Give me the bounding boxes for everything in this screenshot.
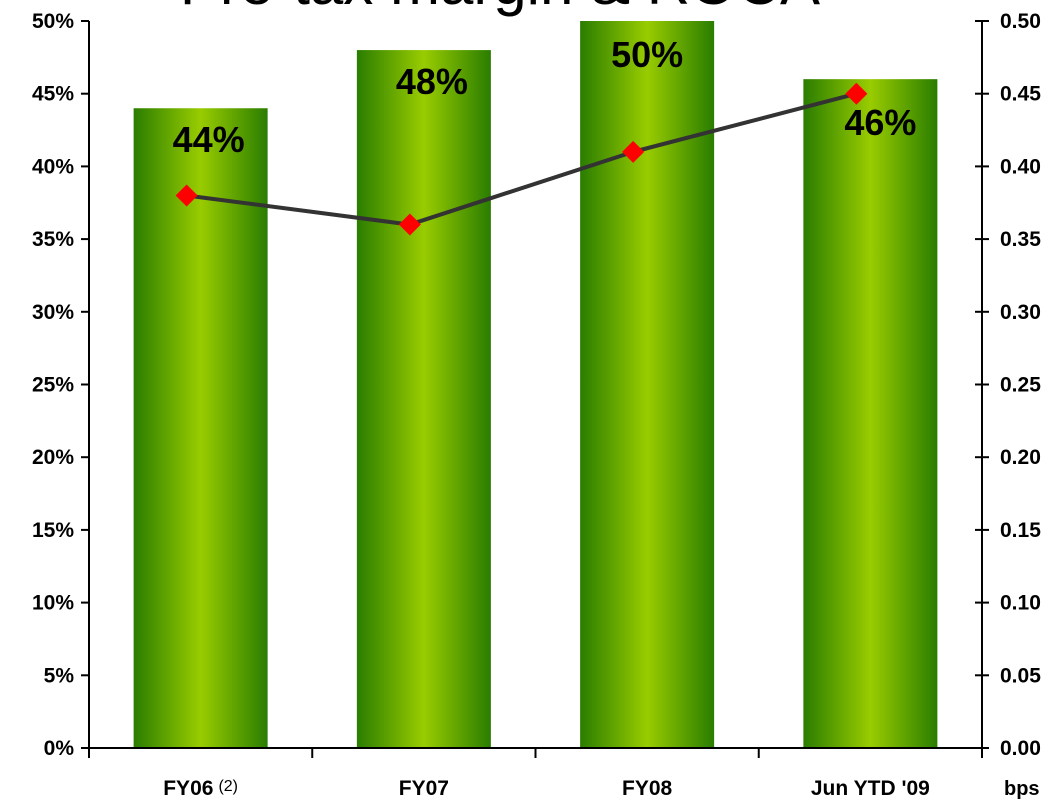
left-tick-label: 20% — [32, 446, 74, 469]
category-label-text: FY08 — [622, 777, 673, 800]
left-tick-label: 50% — [32, 10, 74, 33]
right-tick-label: 0.00 — [1000, 737, 1041, 760]
left-tick-label: 5% — [44, 664, 75, 687]
right-tick-label: 0.45 — [1000, 83, 1041, 106]
left-tick-label: 10% — [32, 592, 74, 615]
right-tick-label: 0.30 — [1000, 301, 1041, 324]
left-tick-label: 25% — [32, 374, 74, 397]
chart-title: Pre-tax margin & ROCA — [180, 0, 820, 17]
category-label: FY07 — [399, 777, 449, 800]
left-tick-label: 45% — [32, 83, 74, 106]
line-series — [186, 91, 857, 227]
line-point-marker — [398, 213, 421, 236]
bar-fy07 — [356, 50, 491, 748]
right-axis-unit-label: bps — [1004, 778, 1040, 800]
bar-data-label: 50% — [611, 34, 683, 75]
category-label: FY06 (2) — [163, 777, 238, 800]
line-layer — [175, 82, 868, 236]
right-tick-label: 0.10 — [1000, 592, 1041, 615]
right-tick-label: 0.05 — [1000, 664, 1041, 687]
category-label: FY08 — [622, 777, 673, 800]
right-tick-label: 0.15 — [1000, 519, 1041, 542]
category-footnote: (2) — [218, 778, 238, 795]
left-tick-label: 30% — [32, 301, 74, 324]
ticks-layer: 0% 5% 10% 15% 20% 25% 30% 35% 40% 45% 50% 0.00 0.05 0… — [32, 10, 1041, 800]
bar-jun-ytd-09 — [803, 79, 938, 748]
right-tick-label: 0.20 — [1000, 446, 1041, 469]
left-tick-label: 40% — [32, 155, 74, 178]
bar-data-label: 44% — [173, 119, 245, 160]
left-tick-label: 0% — [44, 737, 75, 760]
bar-data-label: 48% — [396, 61, 468, 102]
line-point-marker — [622, 140, 645, 163]
right-tick-label: 0.25 — [1000, 374, 1041, 397]
category-label-text: FY07 — [399, 777, 449, 800]
left-tick-label: 35% — [32, 228, 74, 251]
category-label: Jun YTD '09 — [811, 777, 930, 800]
bars-layer — [133, 21, 938, 749]
category-label-text: FY06 — [163, 777, 213, 800]
category-label-text: Jun YTD '09 — [811, 777, 930, 800]
right-tick-label: 0.50 — [1000, 10, 1041, 33]
line-point-marker — [845, 82, 868, 105]
right-tick-label: 0.35 — [1000, 228, 1041, 251]
right-tick-label: 0.40 — [1000, 155, 1041, 178]
bar-data-label: 46% — [844, 102, 916, 143]
labels-layer: 44% 48% 50% 46% — [173, 34, 917, 160]
bar-fy06 — [133, 108, 268, 749]
bar-fy08 — [580, 21, 715, 748]
left-tick-label: 15% — [32, 519, 74, 542]
line-point-marker — [175, 184, 198, 207]
